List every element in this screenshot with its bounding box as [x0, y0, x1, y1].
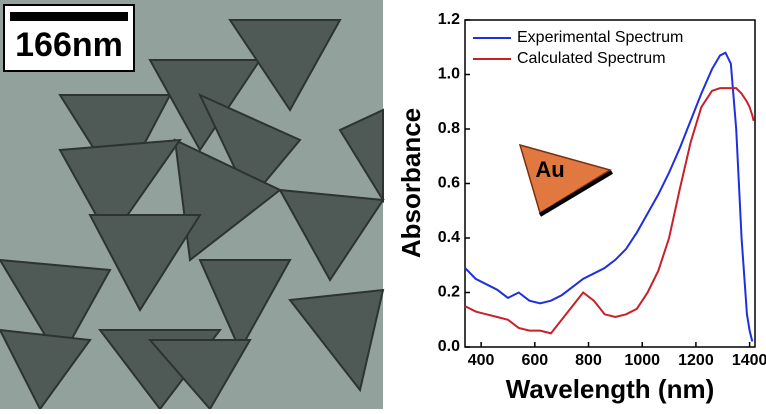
y-tick-label: 0.0	[438, 338, 460, 355]
y-tick-label: 0.6	[438, 175, 460, 192]
scale-bar-label: 166nm	[15, 26, 123, 64]
au-annotation: Au	[520, 145, 612, 215]
tem-image: 166nm	[0, 0, 383, 409]
x-tick-label: 400	[468, 352, 495, 369]
y-tick-label: 0.2	[438, 284, 460, 301]
y-tick-label: 1.0	[438, 66, 460, 83]
legend-label: Experimental Spectrum	[517, 29, 683, 46]
x-axis-label: Wavelength (nm)	[506, 374, 714, 404]
x-tick-label: 800	[575, 352, 602, 369]
x-tick-label: 600	[521, 352, 548, 369]
y-tick-label: 1.2	[438, 11, 460, 28]
x-tick-label: 1200	[678, 352, 714, 369]
spectrum-line	[465, 88, 754, 333]
y-axis-label: Absorbance	[396, 108, 426, 258]
figure: 166nm Absorbance Wavelength (nm) Au 0.0 0…	[0, 0, 766, 409]
annotation-label: Au	[535, 157, 564, 182]
x-tick-label: 1000	[624, 352, 660, 369]
y-tick-label: 0.8	[438, 120, 460, 137]
x-tick-label: 1400	[732, 352, 766, 369]
legend-label: Calculated Spectrum	[517, 50, 666, 67]
y-tick-label: 0.4	[438, 229, 460, 246]
